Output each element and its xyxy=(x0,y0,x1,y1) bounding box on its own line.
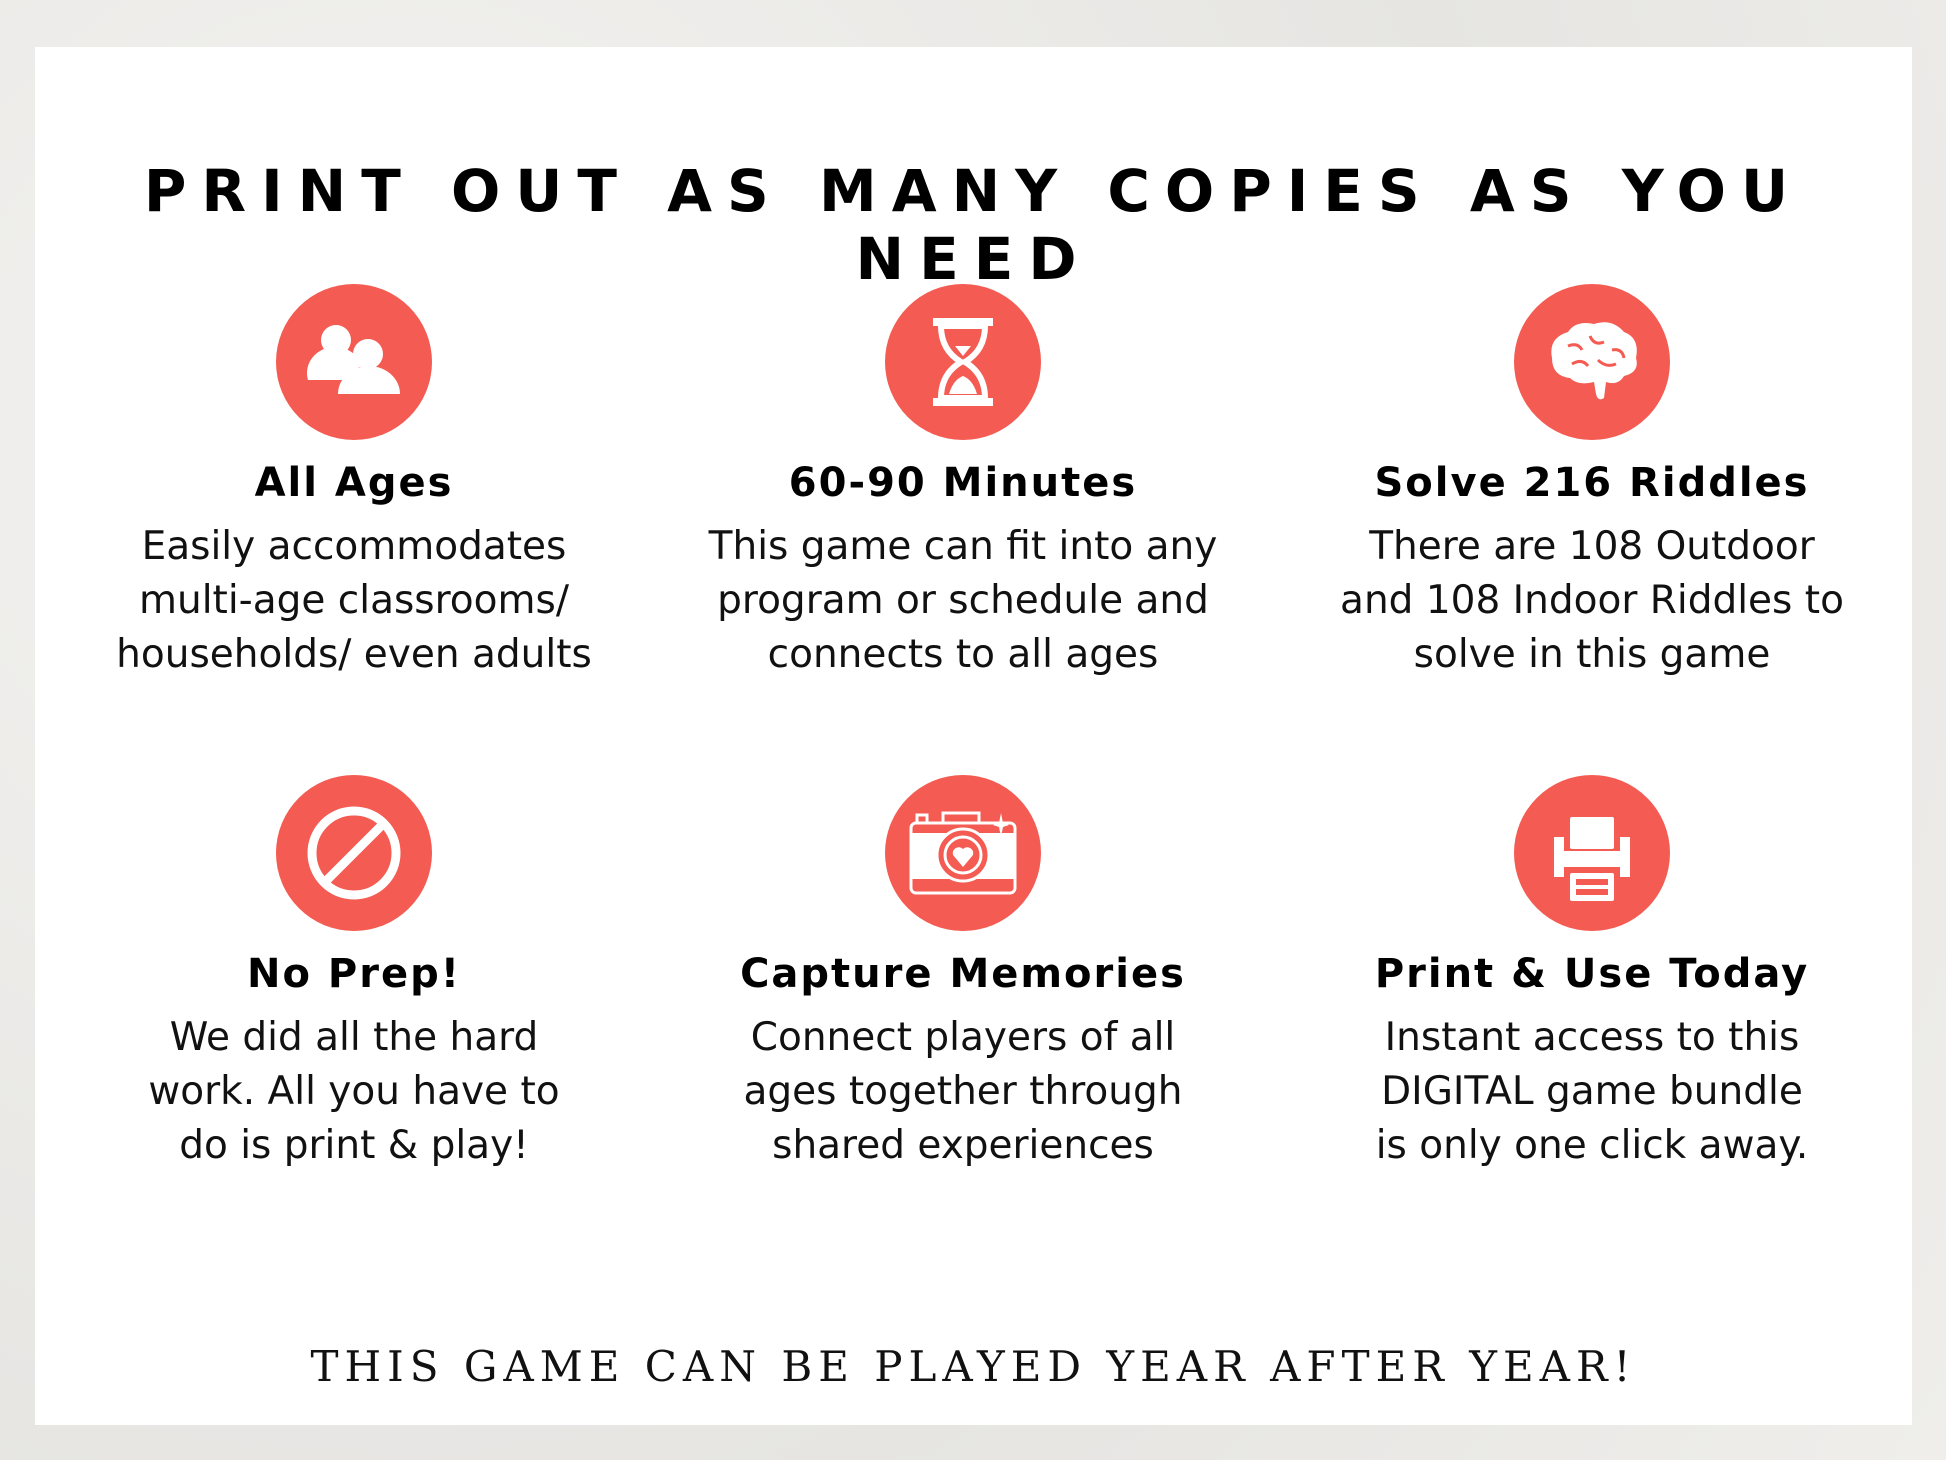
feature-body: This game can fit into any program or sc… xyxy=(708,524,1218,677)
feature-no-prep: No Prep! We did all the hard work. All y… xyxy=(74,775,634,1173)
feature-body: We did all the hard work. All you have t… xyxy=(148,1015,560,1168)
page-title: PRINT OUT AS MANY COPIES AS YOU NEED xyxy=(143,157,1804,293)
feature-heading: Capture Memories xyxy=(740,951,1186,997)
feature-body: Easily accommodates multi-age classrooms… xyxy=(116,524,592,677)
hourglass-icon xyxy=(885,284,1041,440)
content-card: PRINT OUT AS MANY COPIES AS YOU NEED All… xyxy=(35,47,1912,1425)
feature-body: Connect players of all ages together thr… xyxy=(743,1015,1183,1168)
footer-tagline: THIS GAME CAN BE PLAYED YEAR AFTER YEAR! xyxy=(310,1342,1637,1391)
feature-heading: No Prep! xyxy=(247,951,461,997)
feature-heading: Print & Use Today xyxy=(1374,951,1810,997)
feature-print: Print & Use Today Instant access to this… xyxy=(1312,775,1872,1173)
camera-heart-icon xyxy=(885,775,1041,931)
feature-body: Instant access to this DIGITAL game bund… xyxy=(1375,1015,1809,1168)
feature-heading: All Ages xyxy=(254,460,454,506)
feature-duration: 60-90 Minutes This game can fit into any… xyxy=(683,284,1243,682)
printer-icon xyxy=(1514,775,1670,931)
feature-riddles: Solve 216 Riddles There are 108 Outdoor … xyxy=(1312,284,1872,682)
brain-icon xyxy=(1514,284,1670,440)
feature-body: There are 108 Outdoor and 108 Indoor Rid… xyxy=(1340,524,1844,677)
no-sign-icon xyxy=(276,775,432,931)
feature-heading: 60-90 Minutes xyxy=(788,460,1138,506)
feature-memories: Capture Memories Connect players of all … xyxy=(683,775,1243,1173)
people-icon xyxy=(276,284,432,440)
feature-all-ages: All Ages Easily accommodates multi-age c… xyxy=(74,284,634,682)
feature-heading: Solve 216 Riddles xyxy=(1374,460,1810,506)
